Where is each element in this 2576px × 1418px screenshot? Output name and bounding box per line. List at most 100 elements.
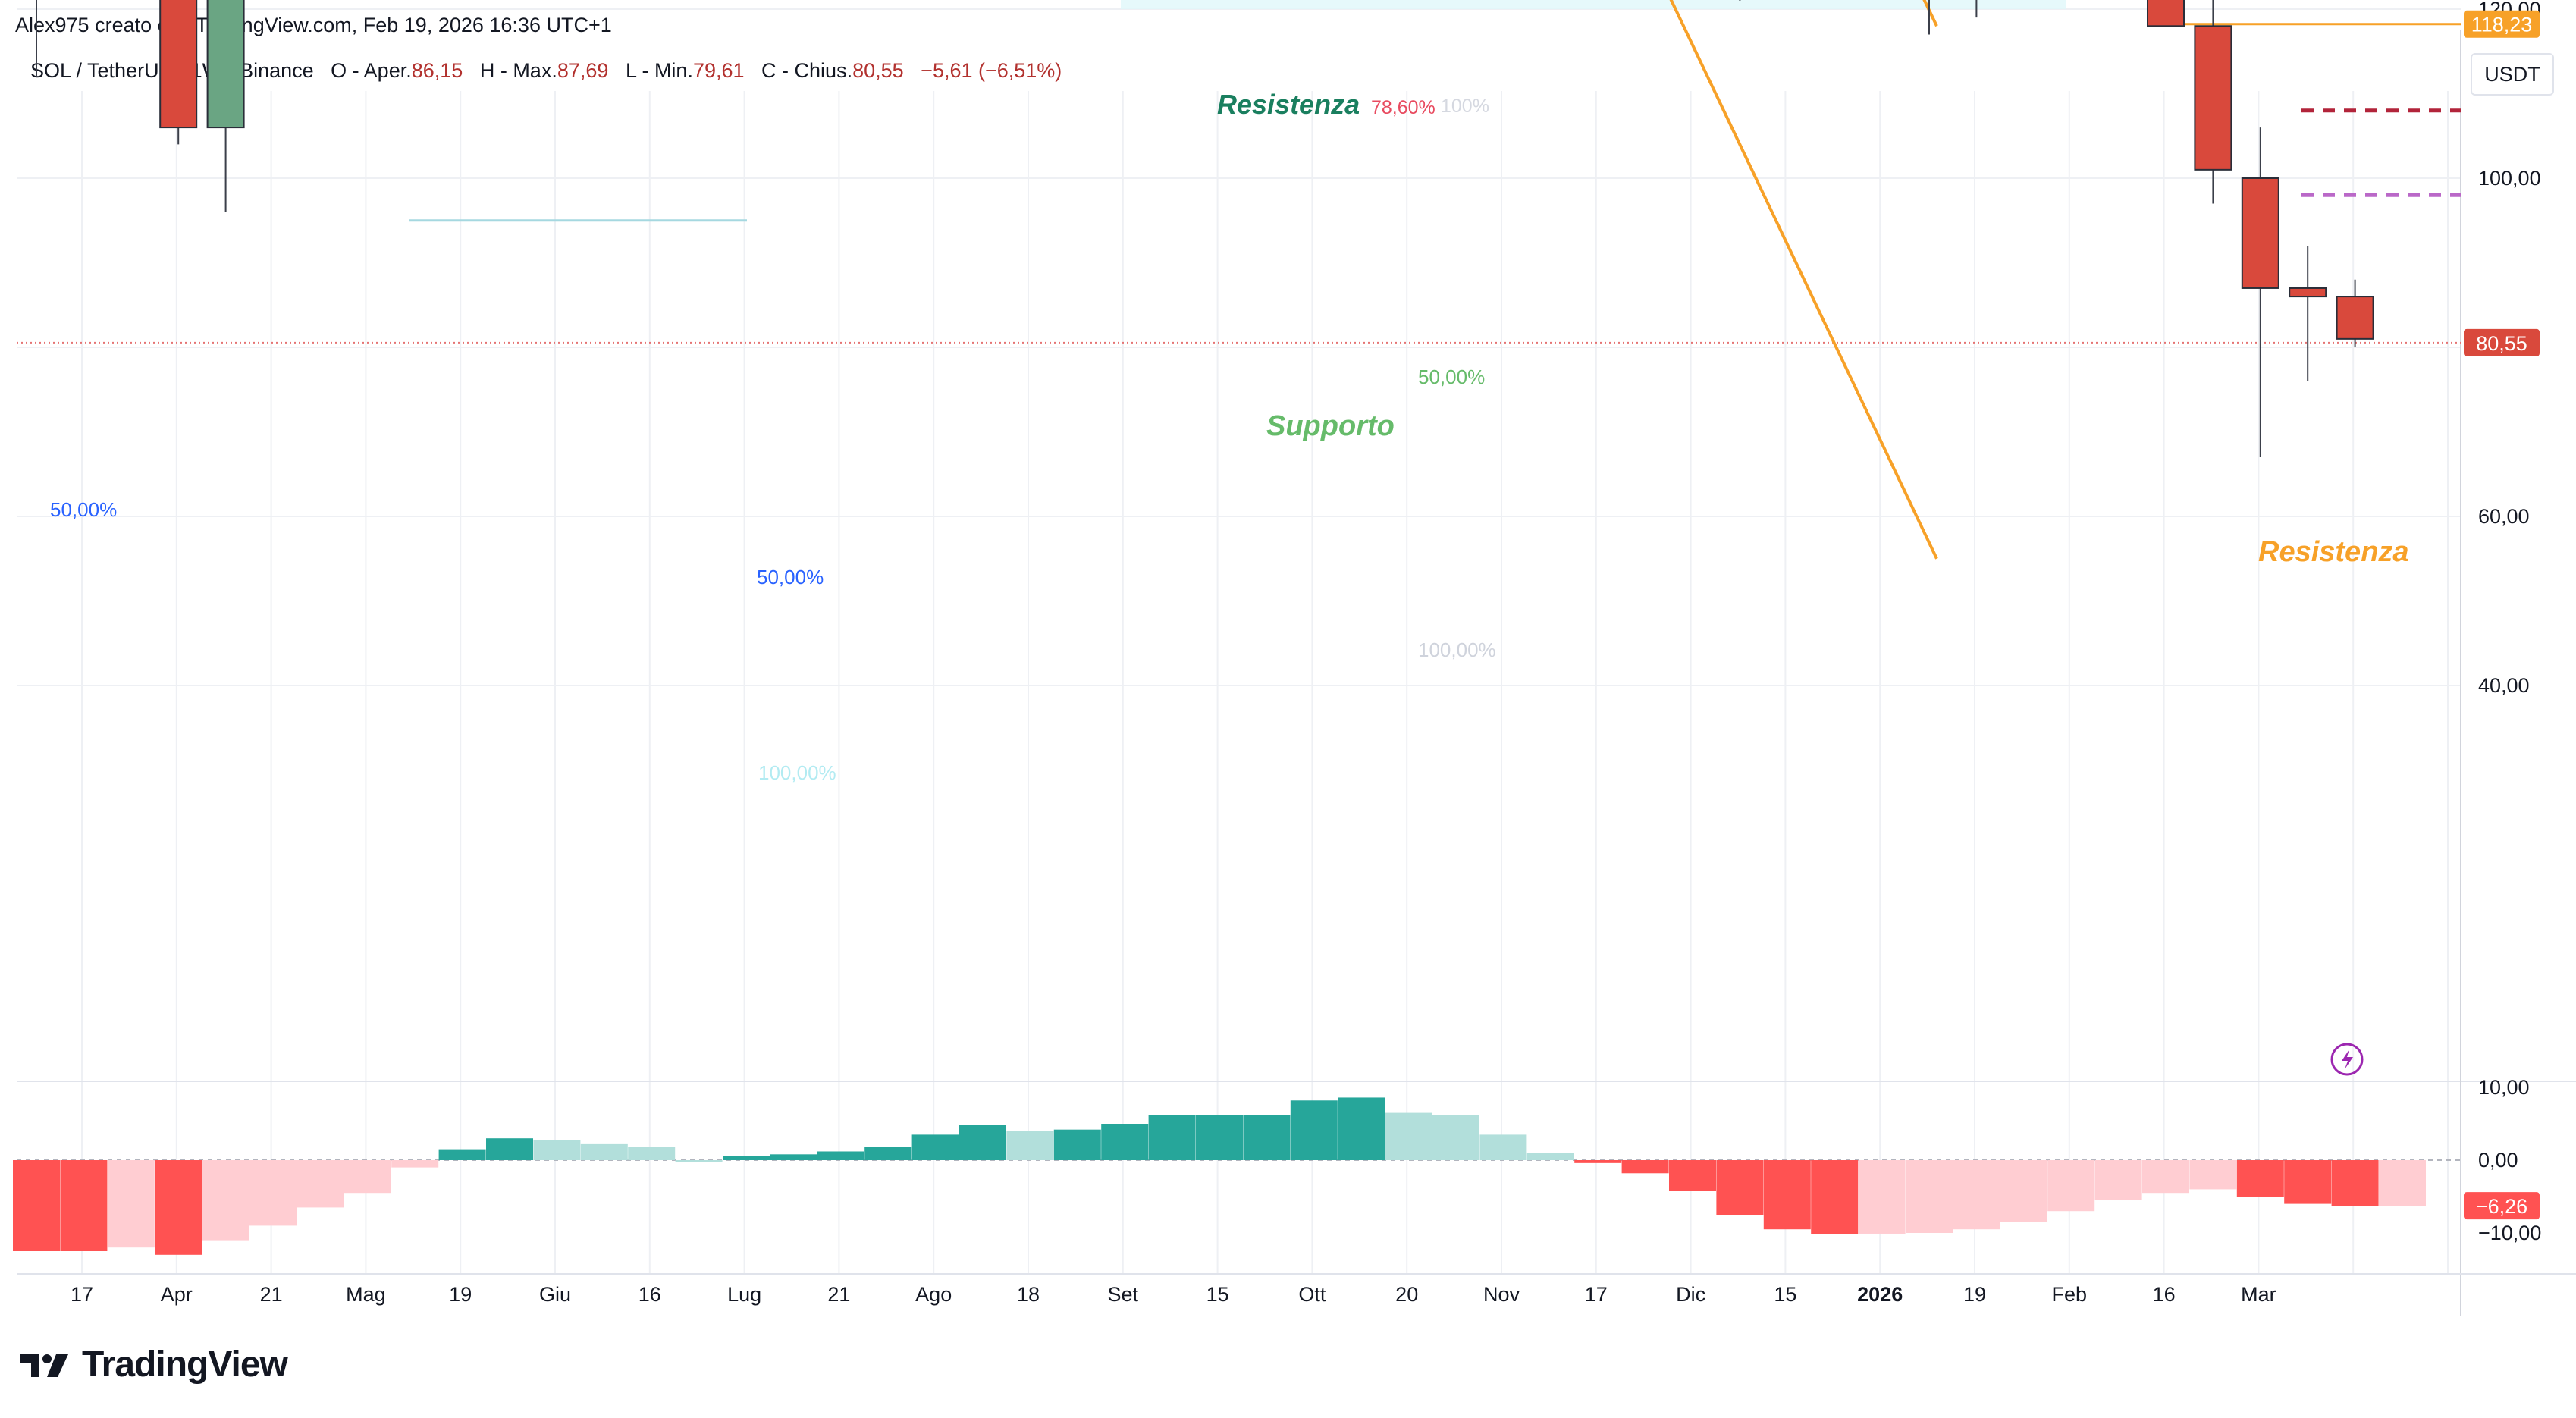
close-label: C - Chius. [761, 59, 853, 82]
histogram-bar [2236, 1160, 2284, 1197]
candle-bearish [2147, 0, 2185, 27]
open-label: O - Aper. [331, 59, 412, 82]
lightning-icon[interactable] [2330, 1043, 2364, 1076]
candles [36, 0, 2374, 457]
histogram-bar [1338, 1097, 1385, 1160]
histogram-bar [1621, 1160, 1669, 1174]
price-tick-label: 40,00 [2478, 674, 2530, 697]
histogram-bar [1290, 1100, 1338, 1160]
tradingview-logo[interactable]: TradingView [18, 1344, 288, 1385]
grid-lines [17, 8, 2461, 1274]
time-tick-label: Feb [2052, 1283, 2088, 1306]
histogram-bar [60, 1160, 108, 1251]
histogram-bar [2284, 1160, 2332, 1204]
high-label: H - Max. [479, 59, 557, 82]
currency-button[interactable]: USDT [2471, 53, 2554, 96]
histogram-bar [486, 1138, 533, 1160]
histogram-bar [1101, 1124, 1149, 1160]
histogram-bar [1479, 1134, 1527, 1160]
histogram-bar [1811, 1160, 1859, 1234]
histogram-bar [1526, 1153, 1574, 1160]
open-value: 86,15 [411, 59, 463, 82]
histogram-bar [2379, 1160, 2426, 1206]
brand-name: TradingView [82, 1344, 288, 1385]
histogram-bar [1385, 1112, 1432, 1160]
time-tick-label: 17 [1585, 1283, 1608, 1306]
time-tick-label: 20 [1395, 1283, 1418, 1306]
fib-50-left-label: 50,00% [50, 498, 117, 521]
histogram-bar [438, 1149, 486, 1160]
resistance-right-label: Resistenza [2258, 536, 2409, 568]
histogram-bar [1432, 1115, 1479, 1160]
fib-78-label: 78,60% [1371, 97, 1435, 118]
time-tick-label: Nov [1483, 1283, 1520, 1306]
time-tick-label: 19 [449, 1283, 472, 1306]
candle-bearish [2241, 177, 2279, 289]
price-badge [2464, 10, 2540, 38]
histogram-bar [1574, 1160, 1622, 1163]
histogram-bar [770, 1154, 817, 1160]
time-tick-label: 2026 [1857, 1283, 1903, 1306]
histogram-bar [1669, 1160, 1716, 1191]
histogram-bar [2331, 1160, 2379, 1206]
histogram-bar [628, 1147, 676, 1160]
histogram [13, 1097, 2426, 1255]
time-tick-label: 18 [1017, 1283, 1040, 1306]
histogram-bar [344, 1160, 391, 1194]
time-tick-label: Giu [539, 1283, 571, 1306]
symbol-legend[interactable]: SOL / TetherUS · 1W · Binance O - Aper.8… [30, 59, 1062, 83]
resistance-top-label: Resistenza [1217, 89, 1360, 120]
price-tick-label: 100,00 [2478, 167, 2541, 190]
close-value: 80,55 [852, 59, 904, 82]
high-value: 87,69 [557, 59, 609, 82]
histogram-bar [723, 1156, 770, 1160]
price-badge-label: 118,23 [2471, 14, 2533, 36]
histogram-bar [2189, 1160, 2237, 1190]
time-tick-label: Mag [346, 1283, 386, 1306]
histogram-tick-label: 10,00 [2478, 1076, 2530, 1099]
time-tick-label: 16 [2153, 1283, 2176, 1306]
histogram-tick-label: 0,00 [2478, 1149, 2518, 1172]
histogram-bar [249, 1160, 297, 1226]
histogram-bar [1053, 1129, 1101, 1160]
histogram-bar [1243, 1115, 1291, 1160]
histogram-bar [297, 1160, 344, 1208]
histogram-bar [533, 1140, 581, 1160]
histogram-bar [675, 1160, 723, 1162]
low-label: L - Min. [625, 59, 693, 82]
channel-lower-line [1669, 0, 1938, 560]
time-tick-label: Dic [1676, 1283, 1705, 1306]
histogram-bar [1716, 1160, 1764, 1215]
histogram-bar [107, 1160, 155, 1248]
chart-credit: Alex975 creato con TradingView.com, Feb … [15, 14, 612, 36]
histogram-bar [391, 1160, 439, 1168]
lightning-icon-bolt [2342, 1049, 2353, 1069]
time-tick-label: 21 [260, 1283, 283, 1306]
histogram-bar [1196, 1115, 1243, 1160]
fib-100-mid-label: 100,00% [758, 761, 836, 784]
price-badge [2464, 328, 2540, 356]
time-tick-label: 16 [639, 1283, 661, 1306]
price-badge-label: 80,55 [2476, 332, 2527, 355]
price-axis-labels: 240,00220,00200,00180,00160,00140,00120,… [2478, 0, 2541, 1244]
time-tick-label: Ago [915, 1283, 952, 1306]
histogram-bar [13, 1160, 60, 1251]
histogram-bar [959, 1125, 1006, 1160]
histogram-bar [2000, 1160, 2047, 1222]
histogram-bar [202, 1160, 249, 1241]
time-tick-label: 19 [1963, 1283, 1986, 1306]
candle-bearish [159, 0, 198, 129]
time-tick-label: 21 [827, 1283, 850, 1306]
histogram-bar [2047, 1160, 2095, 1212]
candle-bearish [2336, 296, 2374, 340]
time-tick-label: Lug [727, 1283, 761, 1306]
time-tick-label: Set [1108, 1283, 1139, 1306]
fib-50-mid-label: 50,00% [757, 566, 824, 588]
histogram-bar [2142, 1160, 2189, 1194]
histogram-bar [911, 1134, 959, 1160]
histogram-bar [1953, 1160, 2000, 1230]
histogram-bar [580, 1143, 628, 1160]
fib-100-top-label: 100% [1441, 96, 1489, 117]
fib-100-right-label: 100,00% [1418, 638, 1496, 661]
